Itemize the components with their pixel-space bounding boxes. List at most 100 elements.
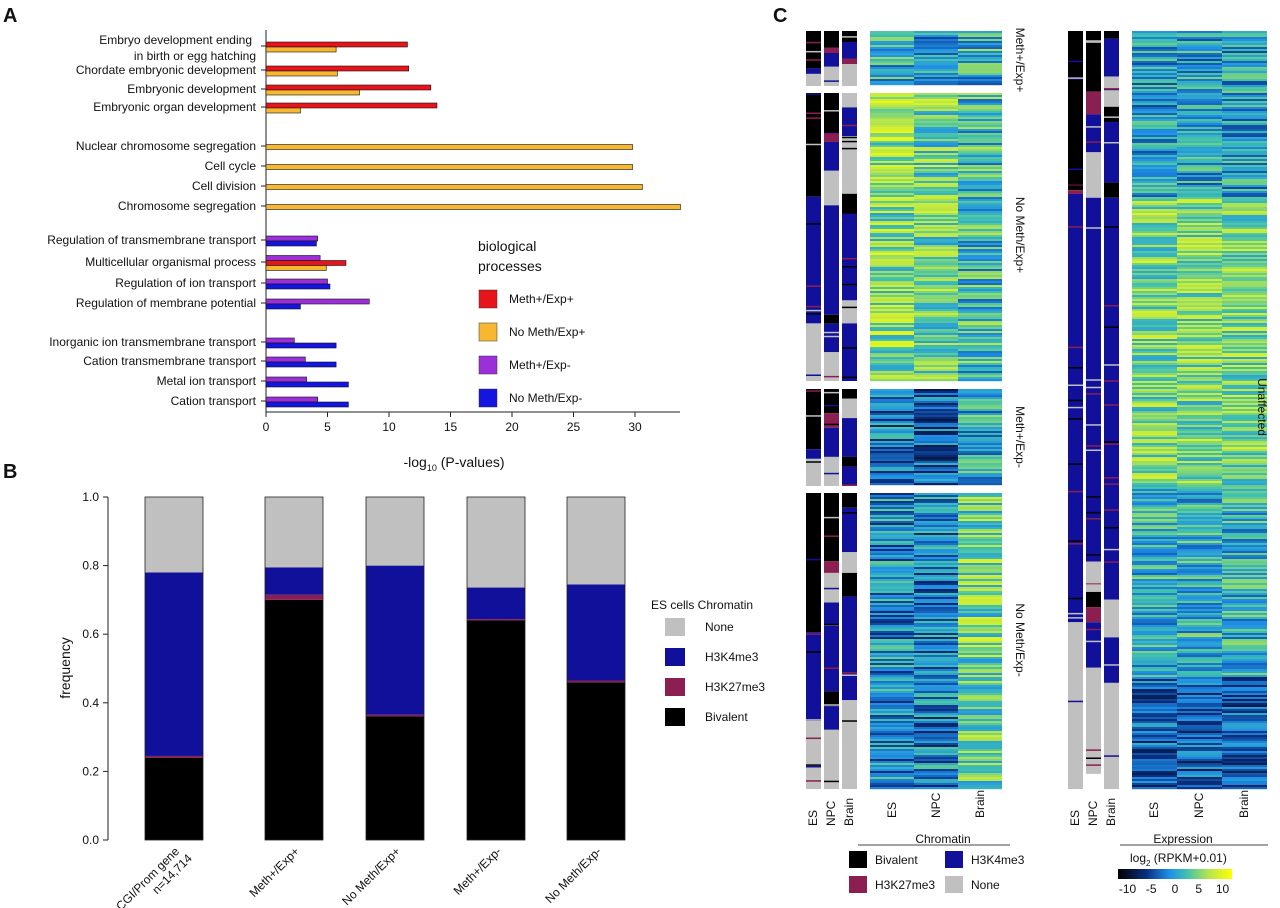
unaffected-track-line xyxy=(1068,384,1083,387)
nometh-exp-minus-heat-row xyxy=(870,717,914,720)
unaffected-heat-row xyxy=(1132,573,1177,576)
unaffected-heat-row xyxy=(1222,301,1267,304)
nometh-exp-plus-heat-row xyxy=(870,355,914,358)
nometh-exp-minus-heat-row xyxy=(914,703,958,706)
nometh-exp-plus-heat-row xyxy=(870,137,914,140)
unaffected-track-line xyxy=(1104,664,1119,666)
nometh-exp-plus-heat-row xyxy=(958,297,1002,300)
nometh-exp-plus-heat-row xyxy=(958,223,1002,226)
nometh-exp-plus-heat-row xyxy=(870,163,914,166)
nometh-exp-minus-track-line xyxy=(824,667,839,670)
nometh-exp-plus-track-none xyxy=(842,136,857,194)
nometh-exp-minus-heat-row xyxy=(870,525,914,528)
nometh-exp-minus-heat-row xyxy=(958,707,1002,710)
unaffected-track-line xyxy=(1104,304,1119,307)
term-label: Cation transmembrane transport xyxy=(83,354,256,368)
unaffected-heat-row xyxy=(1222,653,1267,656)
unaffected-heat-row xyxy=(1132,33,1177,36)
nometh-exp-plus-heat-row xyxy=(958,295,1002,298)
expression-col-label-es: ES xyxy=(1147,802,1161,818)
meth-exp-minus-heat-row xyxy=(870,463,914,466)
panel-c-chromatin-tracks xyxy=(806,31,1119,789)
unaffected-heat-row xyxy=(1222,237,1267,240)
meth-exp-minus-track-none xyxy=(842,398,857,419)
unaffected-heat-row xyxy=(1222,195,1267,198)
unaffected-heat-row xyxy=(1132,589,1177,592)
nometh-exp-minus-heat-row xyxy=(870,533,914,536)
nometh-exp-plus-heat-row xyxy=(914,379,958,382)
nometh-exp-plus-track-line xyxy=(842,266,857,268)
unaffected-track-line xyxy=(1086,437,1101,439)
unaffected-heat-row xyxy=(1177,341,1222,344)
bar-no-meth-exp xyxy=(265,46,337,53)
meth-exp-plus-heat-row xyxy=(870,37,914,40)
unaffected-heat-row xyxy=(1177,461,1222,464)
nometh-exp-plus-heat-row xyxy=(958,99,1002,102)
unaffected-heat-row xyxy=(1222,415,1267,418)
nometh-exp-plus-heat-row xyxy=(870,103,914,106)
nometh-exp-plus-heat-row xyxy=(958,157,1002,160)
nometh-exp-plus-heat-row xyxy=(914,205,958,208)
bar-no-meth-exp xyxy=(265,303,301,310)
meth-exp-minus-heat-row xyxy=(914,403,958,406)
unaffected-heat-row xyxy=(1132,111,1177,114)
nometh-exp-plus-heat-row xyxy=(870,223,914,226)
unaffected-heat-row xyxy=(1222,719,1267,722)
nometh-exp-minus-heat-row xyxy=(914,653,958,656)
bar-no-meth-exp xyxy=(265,265,327,271)
unaffected-heat-row xyxy=(1222,507,1267,510)
meth-exp-minus-heat-row xyxy=(914,439,958,442)
unaffected-track-line xyxy=(1086,640,1101,643)
bar-meth-exp xyxy=(265,337,295,344)
meth-exp-plus-heat-row xyxy=(914,71,958,74)
nometh-exp-plus-heat-row xyxy=(958,305,1002,308)
nometh-exp-plus-track-none xyxy=(842,93,857,108)
nometh-exp-plus-heat-row xyxy=(870,297,914,300)
nometh-exp-minus-heat-row xyxy=(914,503,958,506)
nometh-exp-plus-heat-row xyxy=(914,275,958,278)
nometh-exp-plus-heat-row xyxy=(914,245,958,248)
nometh-exp-minus-heat-row xyxy=(914,647,958,650)
nometh-exp-minus-heat-row xyxy=(914,713,958,716)
nometh-exp-plus-heat-row xyxy=(914,247,958,250)
unaffected-heat-row xyxy=(1177,171,1222,174)
unaffected-heat-row xyxy=(1132,191,1177,194)
nometh-exp-minus-track-none xyxy=(842,552,857,573)
nometh-exp-minus-heat-row xyxy=(958,503,1002,506)
unaffected-heat-row xyxy=(1222,391,1267,394)
unaffected-heat-row xyxy=(1177,283,1222,286)
unaffected-heat-row xyxy=(1222,329,1267,332)
unaffected-heat-row xyxy=(1177,353,1222,356)
unaffected-heat-row xyxy=(1222,785,1267,788)
nometh-exp-minus-heat-row xyxy=(958,777,1002,780)
nometh-exp-plus-heat-row xyxy=(914,365,958,368)
meth-exp-minus-heat-row xyxy=(914,431,958,434)
unaffected-heat-row xyxy=(1177,247,1222,250)
nometh-exp-plus-heat-row xyxy=(914,363,958,366)
nometh-exp-minus-track-line xyxy=(806,633,821,635)
nometh-exp-minus-track-line xyxy=(824,516,839,519)
nometh-exp-plus-heat-row xyxy=(870,179,914,182)
nometh-exp-minus-heat-row xyxy=(958,627,1002,630)
nometh-exp-minus-heat-row xyxy=(870,593,914,596)
unaffected-heat-row xyxy=(1222,111,1267,114)
unaffected-heat-row xyxy=(1222,533,1267,536)
unaffected-heat-row xyxy=(1132,43,1177,46)
nometh-exp-plus-heat-row xyxy=(870,153,914,156)
unaffected-heat-row xyxy=(1177,513,1222,516)
nometh-exp-minus-heat-row xyxy=(914,667,958,670)
unaffected-heat-row xyxy=(1132,387,1177,390)
nometh-exp-minus-heat-row xyxy=(914,731,958,734)
y-tick-label-1.0: 1.0 xyxy=(82,490,99,504)
nometh-exp-plus-track-line xyxy=(806,305,821,308)
meth-exp-plus-heat-row xyxy=(870,57,914,60)
unaffected-track-bivalent xyxy=(1086,31,1101,92)
nometh-exp-minus-heat-row xyxy=(958,669,1002,672)
unaffected-track-line xyxy=(1104,441,1119,443)
unaffected-track-line xyxy=(1104,548,1119,551)
nometh-exp-minus-heat-row xyxy=(914,557,958,560)
nometh-exp-plus-heat-row xyxy=(958,191,1002,194)
nometh-exp-minus-heat-row xyxy=(958,597,1002,600)
unaffected-heat-row xyxy=(1177,517,1222,520)
nometh-exp-plus-heat-row xyxy=(870,333,914,336)
